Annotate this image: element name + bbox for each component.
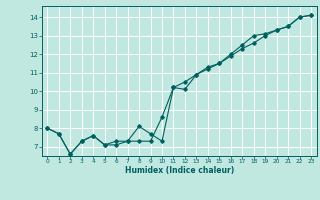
X-axis label: Humidex (Indice chaleur): Humidex (Indice chaleur) — [124, 166, 234, 175]
